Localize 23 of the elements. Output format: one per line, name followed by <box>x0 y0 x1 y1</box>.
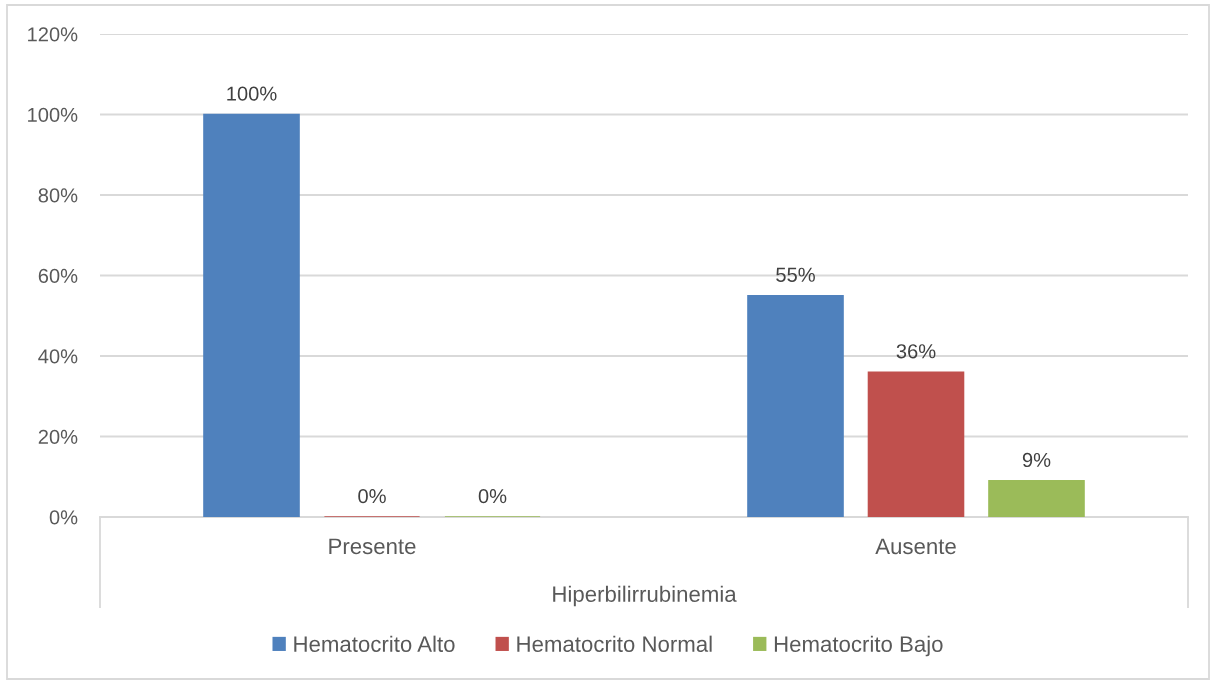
y-tick-label: 80% <box>38 188 78 203</box>
y-tick-label: 0% <box>49 510 78 525</box>
x-tick-label: Presente <box>329 538 416 555</box>
legend-label: Hematocrito Bajo <box>774 635 943 657</box>
legend-label: Hematocrito Alto <box>294 635 455 652</box>
y-tick-label: 60% <box>38 268 78 283</box>
x-axis-title: Hiperbilirrubinemia <box>553 585 737 607</box>
data-label: 36% <box>896 344 936 359</box>
y-tick-label: 120% <box>28 27 78 42</box>
y-tick-label: 100% <box>28 107 78 122</box>
y-tick-label: 40% <box>38 349 78 364</box>
x-tick-label: Ausente <box>875 538 956 555</box>
bar <box>988 480 1085 517</box>
bar <box>203 113 300 517</box>
data-label: 100% <box>227 86 277 101</box>
legend-label: Hematocrito Normal <box>517 635 712 652</box>
data-label: 0% <box>478 489 507 504</box>
bar <box>747 294 844 517</box>
data-label: 0% <box>358 489 386 504</box>
data-label: 55% <box>776 267 815 282</box>
bar <box>867 371 965 517</box>
data-label: 9% <box>1022 452 1051 468</box>
y-tick-label: 20% <box>38 429 78 444</box>
